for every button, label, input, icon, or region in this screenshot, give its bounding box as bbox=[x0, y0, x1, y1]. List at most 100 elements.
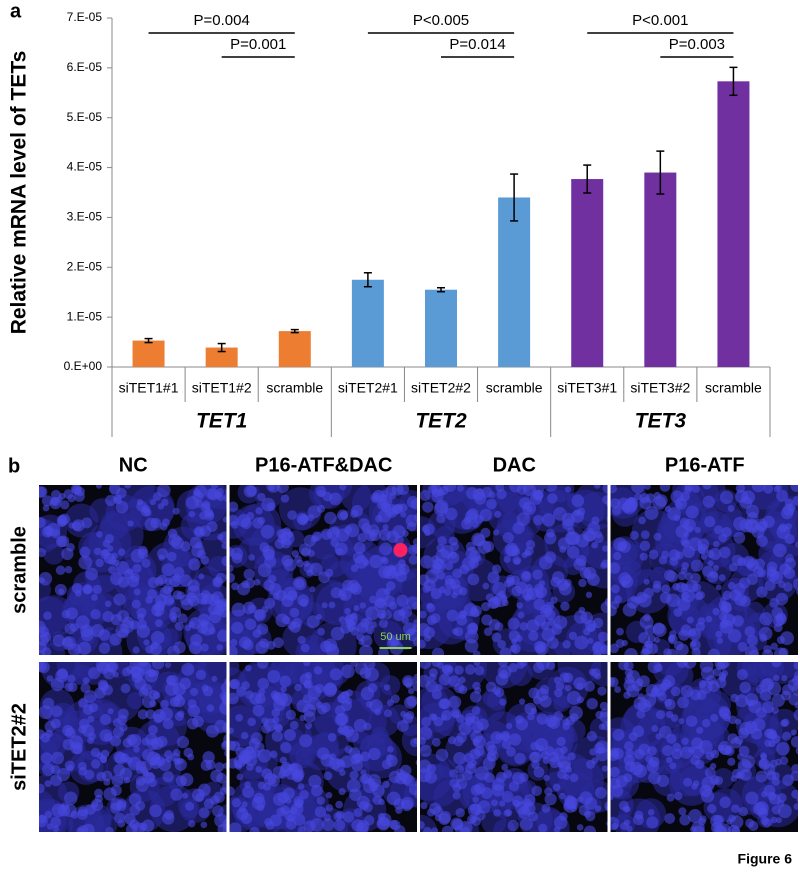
nucleus bbox=[39, 705, 53, 720]
nucleus bbox=[683, 777, 693, 787]
nucleus bbox=[678, 807, 687, 816]
nucleus bbox=[544, 793, 557, 806]
nucleus bbox=[181, 662, 195, 676]
nucleus bbox=[792, 578, 798, 590]
nucleus bbox=[229, 740, 237, 751]
nucleus bbox=[508, 630, 521, 642]
nucleus bbox=[698, 817, 706, 826]
nucleus bbox=[685, 505, 699, 519]
error-bar bbox=[583, 164, 592, 194]
nucleus bbox=[662, 745, 674, 757]
nucleus bbox=[81, 823, 95, 832]
nucleus bbox=[613, 551, 622, 561]
nucleus bbox=[173, 567, 185, 578]
nucleus bbox=[585, 591, 593, 599]
nucleus bbox=[50, 718, 61, 729]
nucleus bbox=[275, 724, 284, 733]
nucleus bbox=[462, 770, 473, 781]
nucleus bbox=[265, 820, 275, 830]
nucleus bbox=[422, 826, 432, 832]
nucleus bbox=[132, 646, 140, 654]
nucleus bbox=[43, 611, 52, 620]
nucleus bbox=[540, 750, 550, 760]
nucleus bbox=[639, 493, 650, 504]
nucleus bbox=[103, 778, 111, 786]
nucleus bbox=[300, 643, 310, 653]
nucleus bbox=[586, 731, 598, 742]
nucleus bbox=[589, 748, 597, 756]
nucleus bbox=[626, 684, 640, 698]
nucleus bbox=[553, 615, 568, 630]
nucleus bbox=[85, 567, 99, 581]
nucleus bbox=[700, 789, 715, 803]
nucleus bbox=[430, 613, 441, 624]
x-tick-label: siTET3#2 bbox=[630, 380, 690, 396]
nucleus bbox=[517, 611, 525, 619]
nucleus bbox=[42, 504, 50, 512]
bar bbox=[132, 340, 165, 367]
nucleus bbox=[426, 763, 437, 774]
nucleus bbox=[216, 644, 223, 651]
nucleus bbox=[519, 621, 529, 631]
nucleus bbox=[795, 541, 798, 548]
nucleus bbox=[349, 770, 359, 780]
nucleus bbox=[768, 740, 776, 748]
nucleus bbox=[780, 506, 794, 520]
nucleus bbox=[588, 668, 596, 676]
nucleus bbox=[724, 746, 733, 755]
x-tick-label: siTET2#2 bbox=[411, 380, 471, 396]
nucleus bbox=[412, 602, 417, 610]
nucleus bbox=[646, 816, 659, 829]
nucleus bbox=[722, 590, 732, 600]
x-tick-label: scramble bbox=[266, 380, 323, 396]
nucleus bbox=[50, 816, 62, 828]
nucleus bbox=[285, 819, 297, 830]
nucleus bbox=[257, 492, 266, 502]
nucleus bbox=[785, 553, 794, 563]
nucleus bbox=[135, 775, 146, 786]
nucleus bbox=[99, 729, 113, 743]
nucleus bbox=[150, 630, 165, 645]
nucleus bbox=[387, 633, 394, 641]
bar bbox=[644, 172, 677, 367]
nucleus bbox=[221, 555, 227, 567]
nucleus bbox=[707, 648, 720, 655]
nucleus bbox=[154, 576, 164, 587]
nucleus bbox=[359, 644, 373, 655]
nucleus bbox=[372, 795, 382, 805]
nucleus bbox=[241, 681, 250, 690]
nucleus bbox=[672, 742, 682, 752]
nucleus bbox=[369, 595, 377, 604]
nucleus bbox=[544, 551, 557, 564]
nucleus bbox=[586, 697, 598, 710]
nucleus bbox=[393, 504, 403, 514]
nucleus bbox=[50, 496, 60, 507]
nucleus bbox=[759, 612, 773, 626]
nucleus bbox=[221, 542, 227, 550]
nucleus bbox=[532, 569, 543, 580]
nucleus bbox=[88, 732, 96, 740]
nucleus bbox=[712, 667, 722, 677]
bar bbox=[278, 331, 311, 367]
nucleus bbox=[614, 595, 622, 604]
x-tick-label: siTET3#1 bbox=[557, 380, 617, 396]
nucleus bbox=[598, 723, 606, 730]
nucleus bbox=[444, 507, 458, 521]
nucleus bbox=[160, 699, 169, 709]
nucleus bbox=[701, 718, 711, 728]
y-tick-label: 4.E-05 bbox=[67, 160, 103, 174]
cell-cluster bbox=[745, 662, 767, 683]
nucleus bbox=[294, 683, 302, 692]
nucleus bbox=[497, 640, 507, 649]
nucleus bbox=[272, 694, 279, 702]
nucleus bbox=[120, 619, 135, 634]
nucleus bbox=[297, 783, 305, 790]
error-bar bbox=[144, 337, 153, 344]
nucleus bbox=[782, 731, 792, 741]
nucleus bbox=[153, 713, 163, 724]
nucleus bbox=[352, 551, 365, 564]
nucleus bbox=[83, 584, 92, 594]
nucleus bbox=[381, 609, 392, 620]
nucleus bbox=[46, 675, 54, 682]
